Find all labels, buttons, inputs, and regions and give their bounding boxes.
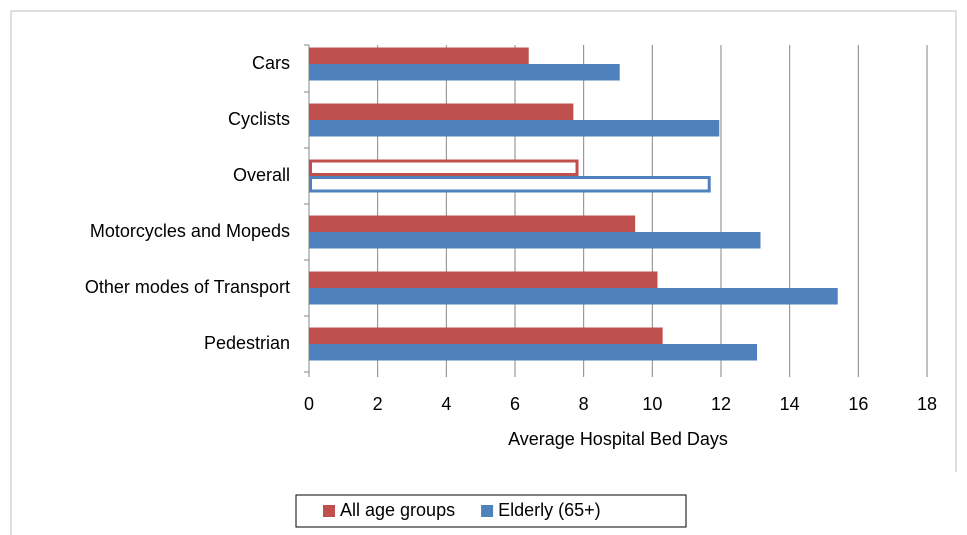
x-tick-label: 4 — [441, 394, 451, 414]
y-tick-label: Cyclists — [228, 109, 290, 129]
legend-label: Elderly (65+) — [498, 500, 601, 520]
x-axis-label: Average Hospital Bed Days — [508, 429, 728, 449]
x-tick-label: 10 — [642, 394, 662, 414]
bar — [309, 176, 711, 193]
bar — [309, 159, 579, 176]
bar — [309, 120, 720, 137]
bar — [309, 103, 574, 120]
x-tick-label: 12 — [711, 394, 731, 414]
x-tick-label: 16 — [848, 394, 868, 414]
chart-frame — [10, 10, 957, 535]
x-tick-label: 14 — [780, 394, 800, 414]
bar — [309, 327, 663, 344]
y-tick-label: Overall — [233, 165, 290, 185]
bar — [309, 64, 620, 81]
legend-swatch — [323, 505, 335, 517]
x-tick-label: 2 — [373, 394, 383, 414]
bar — [309, 344, 758, 361]
bar — [309, 271, 658, 288]
x-tick-label: 0 — [304, 394, 314, 414]
y-tick-label: Motorcycles and Mopeds — [90, 221, 290, 241]
bar — [309, 288, 838, 305]
bar — [309, 215, 636, 232]
y-tick-label: Pedestrian — [204, 333, 290, 353]
x-tick-label: 18 — [917, 394, 937, 414]
bar — [309, 232, 761, 249]
bar — [309, 47, 529, 64]
x-tick-label: 8 — [579, 394, 589, 414]
x-tick-label: 6 — [510, 394, 520, 414]
y-tick-label: Other modes of Transport — [85, 277, 290, 297]
y-tick-label: Cars — [252, 53, 290, 73]
legend-swatch — [481, 505, 494, 517]
legend-label: All age groups — [340, 500, 455, 520]
